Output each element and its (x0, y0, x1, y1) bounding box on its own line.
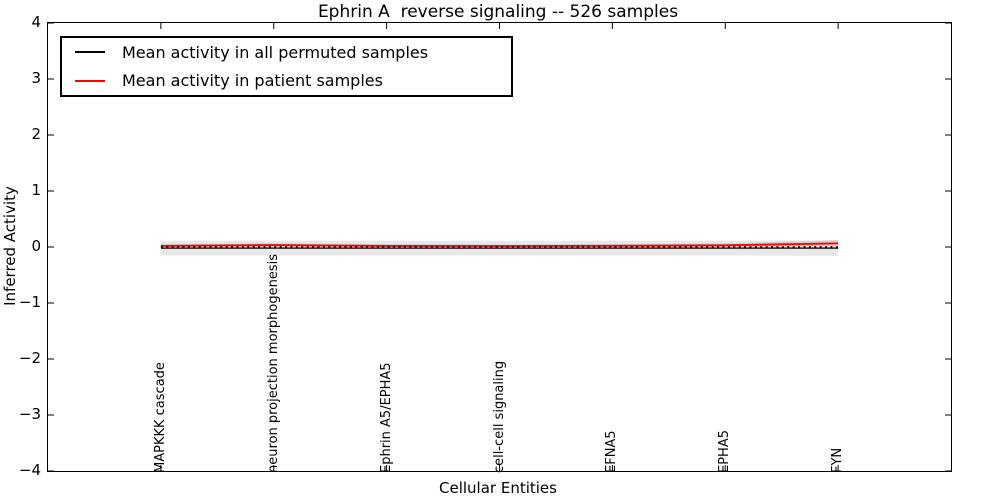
legend: Mean activity in all permuted samples Me… (60, 36, 513, 97)
y-tick-label: 1 (31, 181, 41, 199)
x-tick-label-text: neuron projection morphogenesis (265, 254, 281, 473)
y-tick-label: −1 (18, 293, 41, 311)
x-tick-label-text: EPHA5 (717, 430, 733, 473)
y-tick-label: −3 (18, 405, 41, 423)
x-tick-label-text: Ephrin A5/EPHA5 (378, 362, 394, 473)
legend-label: Mean activity in patient samples (122, 71, 383, 91)
legend-line-black (75, 51, 105, 54)
y-tick-label: −4 (18, 461, 41, 479)
y-tick-label: 0 (31, 237, 41, 255)
legend-entry-patient: Mean activity in patient samples (62, 67, 511, 95)
legend-label: Mean activity in all permuted samples (122, 42, 429, 62)
chart-title: Ephrin A reverse signaling -- 526 sample… (317, 2, 679, 22)
x-tick-label-text: MAPKKK cascade (152, 362, 168, 473)
x-tick-label-text: FYN (830, 447, 846, 473)
legend-line-red (75, 79, 105, 82)
y-tick-label: 2 (31, 125, 41, 143)
series-line-1 (160, 242, 839, 247)
y-tick-label: 4 (31, 13, 41, 31)
x-axis-label: Cellular Entities (439, 479, 557, 497)
y-tick-label: −2 (18, 349, 41, 367)
plot-canvas (48, 23, 951, 471)
y-tick-label: 3 (31, 69, 41, 87)
x-tick-label-text: cell-cell signaling (491, 360, 507, 473)
x-tick-label-text: EFNA5 (604, 430, 620, 473)
legend-entry-permuted: Mean activity in all permuted samples (62, 38, 511, 66)
plot-area: MAPKKK cascade neuron projection morphoge… (47, 22, 952, 473)
